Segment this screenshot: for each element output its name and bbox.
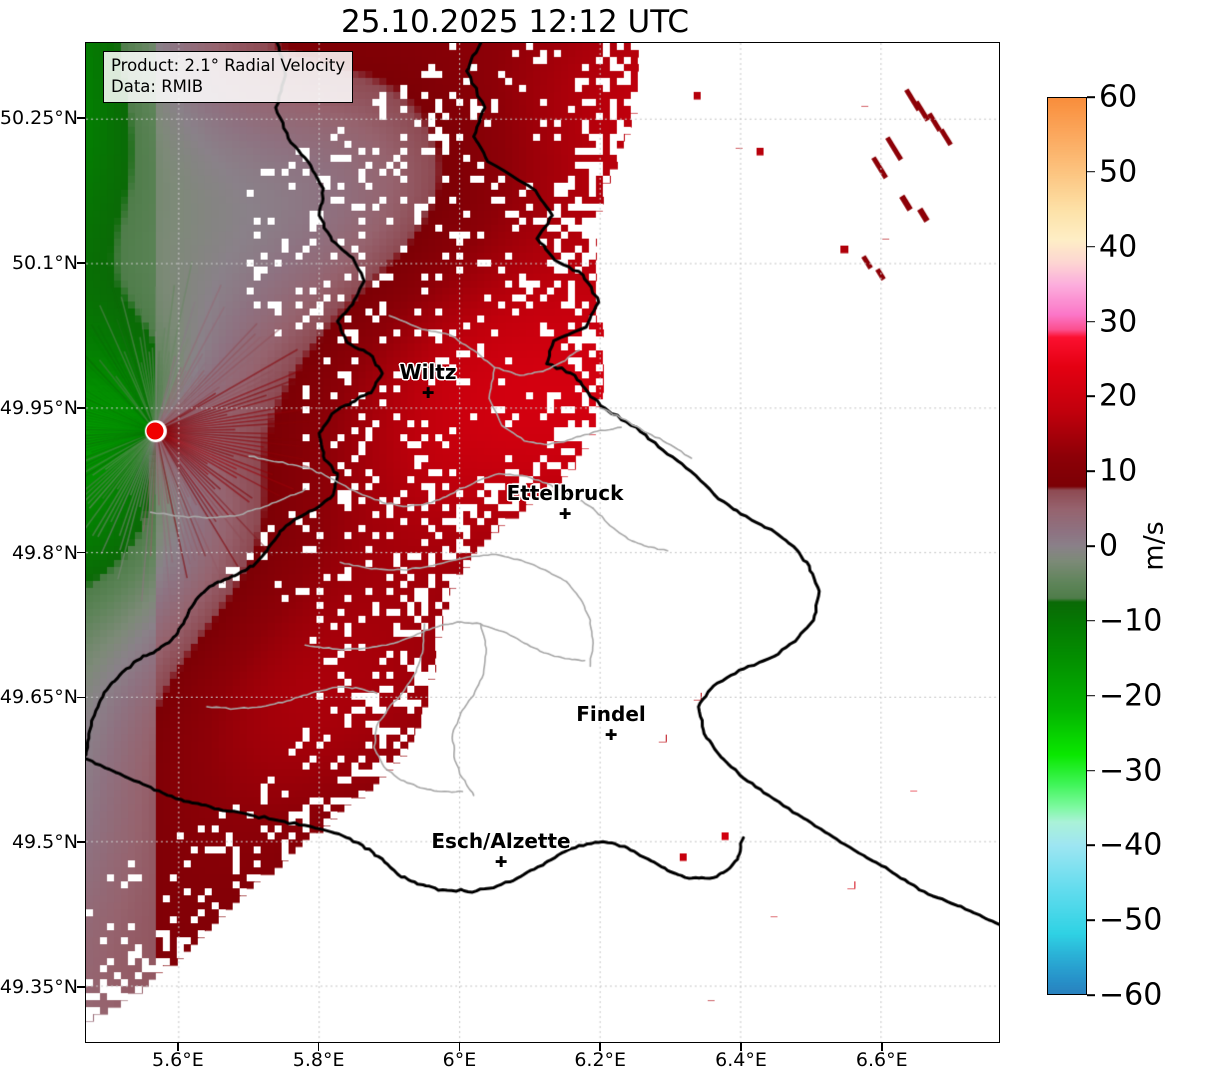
y-axis-tick-label: 50.1°N <box>11 252 78 275</box>
y-axis-tick-label: 49.35°N <box>0 976 78 998</box>
y-axis-tick-label: 49.5°N <box>11 831 78 854</box>
x-axis-tick-label: 6°E <box>442 1049 477 1071</box>
colorbar-tick-mark <box>1087 320 1095 323</box>
page-title: 25.10.2025 12:12 UTC <box>341 4 689 40</box>
y-axis-tick-mark <box>77 262 85 264</box>
colorbar-tick-label: 40 <box>1099 229 1138 265</box>
x-axis-tick-mark <box>458 1043 461 1051</box>
colorbar-tick-mark <box>1087 620 1095 622</box>
colorbar-tick-mark <box>1087 171 1095 173</box>
colorbar-tick-label: 50 <box>1099 154 1138 190</box>
colorbar-tick-mark <box>1087 919 1095 921</box>
y-axis-tick-mark <box>77 117 85 120</box>
y-axis-tick-mark <box>77 986 85 988</box>
radar-site-marker <box>146 422 164 440</box>
y-axis-tick-mark <box>77 551 85 554</box>
y-axis-tick-mark <box>77 407 85 409</box>
radar-map-plot[interactable] <box>85 42 1000 1043</box>
colorbar[interactable] <box>1047 97 1087 995</box>
x-axis-tick-label: 6.2°E <box>574 1049 627 1071</box>
colorbar-tick-label: −10 <box>1099 603 1163 639</box>
y-axis-tick-label: 50.25°N <box>0 107 78 130</box>
colorbar-tick-label: −40 <box>1099 827 1163 863</box>
colorbar-tick-label: −60 <box>1099 977 1163 1013</box>
y-axis-tick-mark <box>77 696 85 699</box>
colorbar-tick-mark <box>1087 769 1095 772</box>
product-info-box: Product: 2.1° Radial Velocity Data: RMIB <box>103 51 354 103</box>
data-source-line: Data: RMIB <box>111 77 204 97</box>
x-axis-tick-mark <box>740 1043 742 1051</box>
y-axis-tick-label: 49.8°N <box>11 541 78 564</box>
colorbar-tick-mark <box>1087 994 1095 996</box>
x-axis-tick-mark <box>317 1043 320 1051</box>
x-axis-tick-mark <box>177 1043 179 1051</box>
product-line: Product: 2.1° Radial Velocity <box>111 56 346 75</box>
colorbar-tick-label: 10 <box>1099 453 1138 489</box>
x-axis-tick-mark <box>599 1043 601 1051</box>
colorbar-tick-mark <box>1087 545 1095 547</box>
colorbar-tick-mark <box>1087 470 1095 472</box>
colorbar-tick-label: 30 <box>1099 304 1138 339</box>
colorbar-tick-mark <box>1087 395 1095 398</box>
colorbar-tick-mark <box>1087 844 1095 847</box>
x-axis-tick-label: 5.6°E <box>152 1049 204 1071</box>
colorbar-tick-label: 60 <box>1099 79 1138 115</box>
colorbar-gradient <box>1047 97 1087 995</box>
colorbar-tick-label: 20 <box>1099 378 1138 414</box>
colorbar-tick-label: −50 <box>1099 902 1163 938</box>
x-axis-tick-label: 6.6°E <box>855 1049 908 1071</box>
colorbar-tick-mark <box>1087 245 1095 248</box>
y-axis-tick-mark <box>77 841 85 843</box>
colorbar-tick-label: 0 <box>1099 528 1119 564</box>
y-axis-tick-label: 49.95°N <box>0 396 78 419</box>
y-axis-tick-label: 49.65°N <box>0 686 78 709</box>
geographic-boundaries-overlay <box>86 43 999 1042</box>
colorbar-unit-label: m/s <box>1138 521 1170 571</box>
colorbar-tick-mark <box>1087 694 1095 697</box>
colorbar-tick-label: −20 <box>1099 678 1163 714</box>
x-axis-tick-label: 6.4°E <box>715 1049 767 1071</box>
x-axis-tick-label: 5.8°E <box>292 1049 345 1071</box>
x-axis-tick-mark <box>880 1043 883 1051</box>
colorbar-tick-mark <box>1087 96 1095 98</box>
colorbar-tick-label: −30 <box>1099 753 1163 788</box>
